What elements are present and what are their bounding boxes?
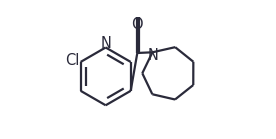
Text: O: O: [131, 17, 143, 32]
Text: N: N: [100, 36, 111, 51]
Text: N: N: [148, 48, 159, 63]
Text: Cl: Cl: [65, 53, 79, 68]
